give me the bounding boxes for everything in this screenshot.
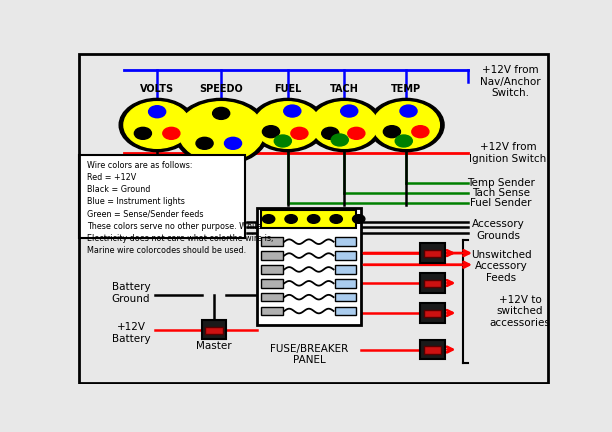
Circle shape [395,135,412,147]
Bar [424,280,441,287]
Text: FUSE/BREAKER
PANEL: FUSE/BREAKER PANEL [270,344,348,365]
Bar [424,346,441,354]
Circle shape [330,215,342,223]
Bar [420,303,444,323]
Circle shape [263,215,275,223]
Text: Fuel Sender: Fuel Sender [470,198,532,208]
Circle shape [291,127,308,140]
Circle shape [400,105,417,117]
Text: VOLTS: VOLTS [140,84,174,95]
Bar [261,307,283,315]
Bar [257,208,361,324]
Bar [335,265,356,274]
Bar [261,279,283,288]
Circle shape [174,98,269,165]
Text: TACH: TACH [330,84,359,95]
Bar [261,293,283,302]
Bar [261,265,283,274]
Bar [261,210,356,228]
Text: SPEEDO: SPEEDO [200,84,243,95]
Bar [335,238,356,246]
Circle shape [263,126,280,138]
Circle shape [225,137,242,149]
Circle shape [331,134,348,146]
Bar [420,244,444,263]
Text: +12V from
Ignition Switch: +12V from Ignition Switch [469,143,547,164]
Circle shape [341,105,358,117]
Bar [202,320,226,339]
Bar [335,307,356,315]
Text: +12V
Battery: +12V Battery [112,322,151,344]
Circle shape [255,102,321,148]
Circle shape [307,98,382,152]
Bar [335,251,356,260]
Circle shape [368,98,444,152]
Bar [261,251,283,260]
Bar [424,310,441,317]
Bar [261,238,283,246]
Text: TEMP: TEMP [391,84,421,95]
Bar [335,279,356,288]
Circle shape [322,127,339,140]
Bar [335,293,356,302]
Bar [206,327,223,334]
Text: Temp Sender: Temp Sender [467,178,535,188]
Text: +12V to
switched
accessories: +12V to switched accessories [490,295,550,328]
Circle shape [179,102,264,162]
Circle shape [383,126,400,138]
Text: Tach Sense: Tach Sense [472,188,530,198]
Circle shape [353,215,365,223]
Text: +12V from
Nav/Anchor
Switch.: +12V from Nav/Anchor Switch. [480,65,541,98]
Circle shape [307,215,320,223]
Circle shape [119,98,195,152]
Text: FUEL: FUEL [274,84,301,95]
Circle shape [284,105,301,117]
FancyBboxPatch shape [79,155,245,238]
Circle shape [149,106,166,118]
Circle shape [373,102,439,148]
Circle shape [348,127,365,140]
Circle shape [285,215,297,223]
Bar [420,340,444,359]
Circle shape [212,108,230,119]
Circle shape [274,135,291,147]
Text: Master: Master [196,341,232,351]
Bar [420,273,444,292]
Text: Unswitched
Accessory
Feeds: Unswitched Accessory Feeds [471,250,531,283]
Circle shape [124,102,190,148]
Circle shape [250,98,326,152]
Text: Accessory
Grounds: Accessory Grounds [472,219,525,241]
Text: Wire colors are as follows:
Red = +12V
Black = Ground
Blue = Instrument lights
G: Wire colors are as follows: Red = +12V B… [87,161,274,255]
Circle shape [163,127,180,140]
Circle shape [412,126,429,138]
Bar [424,250,441,257]
Text: Battery
Ground: Battery Ground [112,282,151,304]
Circle shape [135,127,151,140]
Circle shape [196,137,213,149]
Circle shape [312,102,378,148]
